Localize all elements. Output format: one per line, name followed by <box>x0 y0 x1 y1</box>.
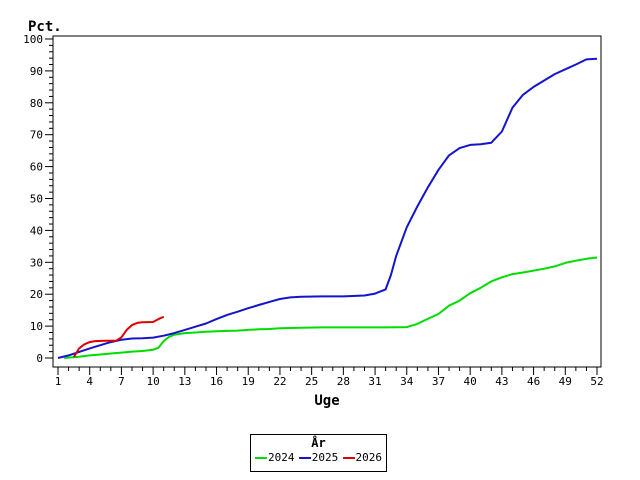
y-axis-tick-label: 40 <box>30 224 43 237</box>
series-line-2024 <box>64 256 598 359</box>
x-axis-tick-label: 49 <box>559 375 572 388</box>
y-axis-tick-label: 70 <box>30 129 43 142</box>
legend-title: År <box>311 436 326 450</box>
series-line-2026 <box>73 315 165 358</box>
y-axis-tick-label: 100 <box>23 33 43 46</box>
x-axis-tick-label: 46 <box>527 375 540 388</box>
x-axis-tick-label: 43 <box>495 375 508 388</box>
x-axis-title: Uge <box>314 393 339 409</box>
x-axis-tick-label: 22 <box>273 375 286 388</box>
y-axis-tick-label: 80 <box>30 97 43 110</box>
y-axis-tick-label: 90 <box>30 65 43 78</box>
y-axis-tick-label: 10 <box>30 320 43 333</box>
legend-item-2026: 2026 <box>342 451 383 464</box>
legend-item-2024: 2024 <box>255 452 295 464</box>
x-axis-tick-label: 1 <box>55 375 62 388</box>
plot-frame <box>52 35 602 368</box>
x-axis-tick-label: 4 <box>86 375 93 388</box>
legend-box: År 2024 2025 2026 <box>250 434 387 472</box>
x-axis-tick-label: 10 <box>146 375 159 388</box>
legend-row: 2024 2025 2026 <box>251 450 386 464</box>
series-label-2026: 2026 <box>355 451 383 464</box>
x-axis-tick-label: 13 <box>178 375 191 388</box>
x-axis-tick-label: 40 <box>464 375 477 388</box>
x-axis-tick-label: 19 <box>242 375 255 388</box>
x-axis-tick-label: 52 <box>590 375 603 388</box>
y-axis-tick-label: 60 <box>30 161 43 174</box>
legend-item-2025: 2025 <box>298 451 339 464</box>
x-axis-tick-label: 16 <box>210 375 223 388</box>
x-axis-tick-label: 7 <box>118 375 125 388</box>
x-axis-tick-label: 25 <box>305 375 318 388</box>
series-line-2025 <box>57 57 598 359</box>
series-swatch-2024 <box>255 457 267 459</box>
y-axis-title: Pct. <box>28 19 62 35</box>
x-axis-tick-label: 37 <box>432 375 445 388</box>
series-label-2025: 2025 <box>311 451 339 464</box>
x-axis-tick-label: 31 <box>368 375 381 388</box>
series-swatch-2026 <box>342 457 355 459</box>
y-axis-tick-label: 30 <box>30 256 43 269</box>
x-axis-tick-label: 34 <box>400 375 414 388</box>
series-label-2024: 2024 <box>268 451 295 464</box>
series-swatch-2025 <box>298 457 311 459</box>
y-axis-tick-label: 0 <box>36 352 43 365</box>
y-axis-tick-label: 50 <box>30 193 43 206</box>
x-axis-tick-label: 28 <box>337 375 350 388</box>
y-axis-tick-label: 20 <box>30 288 43 301</box>
